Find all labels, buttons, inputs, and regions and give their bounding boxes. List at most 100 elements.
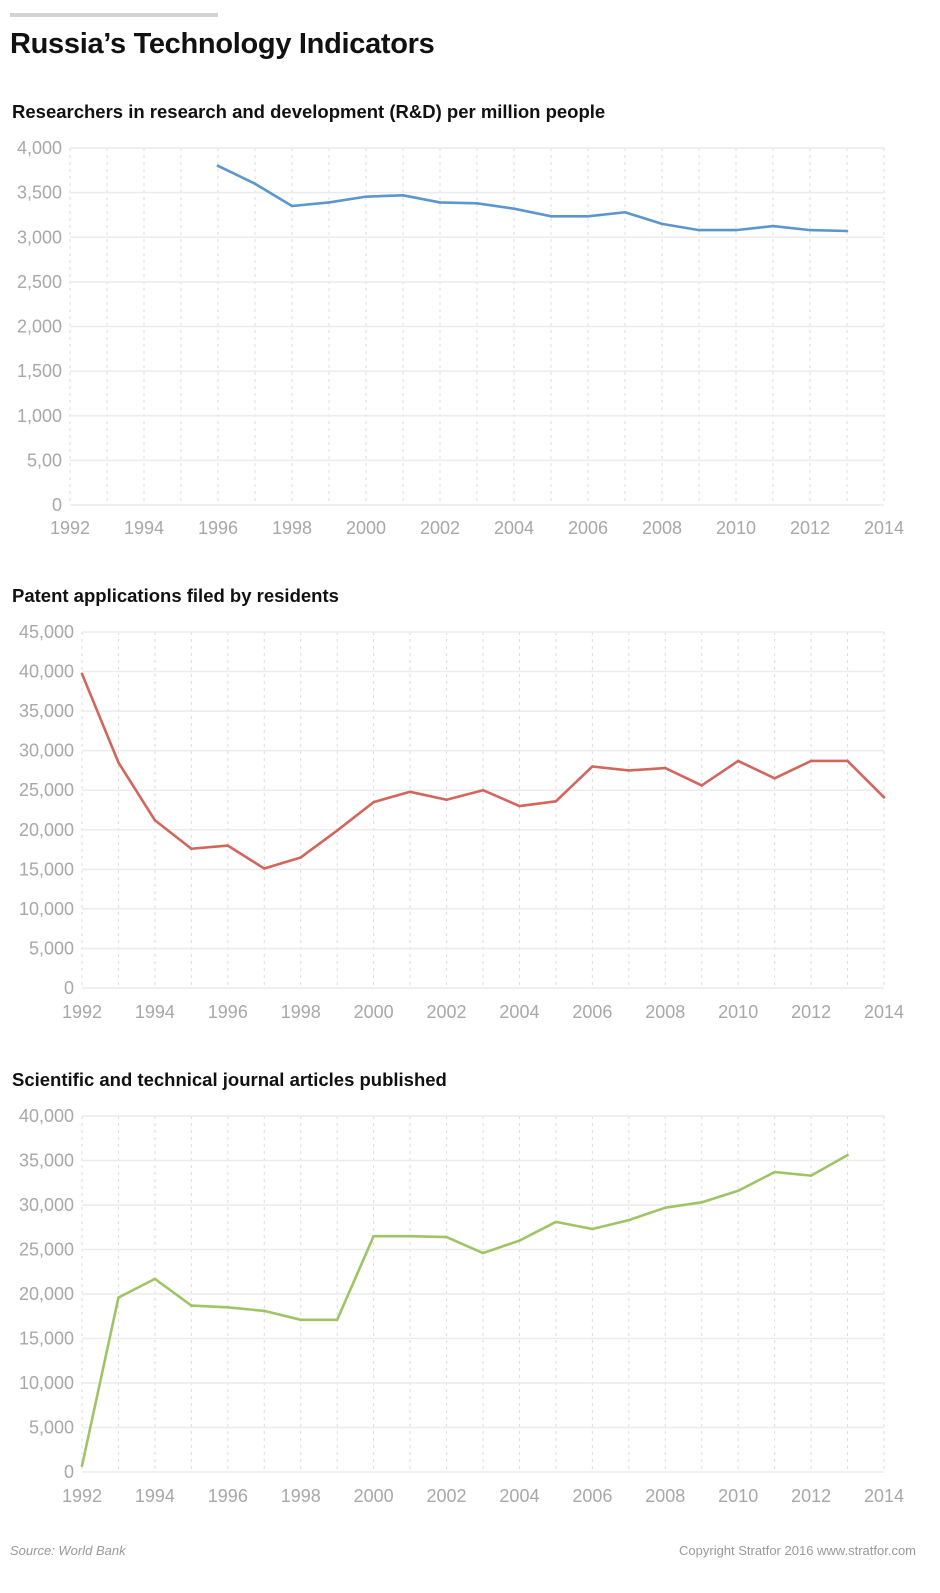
data-point (253, 182, 257, 185)
data-point (809, 759, 813, 763)
y-tick-label: 2,000 (17, 317, 62, 337)
y-tick-label: 20,000 (19, 820, 74, 840)
y-tick-label: 10,000 (19, 899, 74, 919)
y-tick-label: 30,000 (19, 1195, 74, 1215)
data-point (512, 207, 516, 210)
chart-3-title: Scientific and technical journal article… (12, 1069, 447, 1090)
x-tick-label: 1998 (281, 1002, 321, 1022)
data-point (262, 867, 266, 870)
y-tick-label: 1,000 (17, 406, 62, 426)
data-point (299, 856, 303, 859)
data-point (846, 759, 849, 763)
series-line (217, 164, 848, 233)
data-point (518, 804, 521, 808)
data-point (226, 844, 230, 847)
y-tick-label: 15,000 (19, 1329, 74, 1349)
data-point (80, 672, 84, 676)
data-point (117, 761, 120, 764)
x-tick-label: 2000 (354, 1486, 394, 1506)
y-tick-label: 25,000 (19, 780, 74, 800)
data-point (736, 759, 740, 763)
data-point (846, 1153, 849, 1157)
x-tick-label: 2008 (642, 518, 682, 538)
chart-2-title: Patent applications filed by residents (12, 585, 339, 606)
page-title: Russia’s Technology Indicators (10, 28, 435, 60)
data-point (445, 798, 448, 802)
data-point (153, 818, 157, 822)
y-tick-label: 3,500 (17, 183, 62, 203)
data-point (216, 164, 220, 168)
x-tick-label: 2012 (791, 1486, 831, 1506)
data-point (591, 765, 594, 768)
x-tick-label: 2006 (572, 1486, 612, 1506)
data-point (549, 214, 553, 218)
data-point (327, 201, 331, 204)
data-point (586, 214, 590, 218)
data-point (401, 194, 405, 197)
data-point (262, 1309, 266, 1313)
y-tick-label: 35,000 (19, 701, 74, 721)
x-tick-label: 2006 (572, 1002, 612, 1022)
y-tick-label: 5,000 (29, 938, 74, 958)
x-tick-label: 2010 (718, 1002, 758, 1022)
x-tick-label: 2004 (494, 518, 534, 538)
data-point (408, 790, 412, 794)
data-point (364, 195, 368, 198)
data-point (299, 1318, 303, 1322)
x-tick-label: 2012 (791, 1002, 831, 1022)
x-tick-label: 2002 (427, 1486, 467, 1506)
data-point (627, 769, 631, 772)
data-point (700, 1201, 704, 1204)
y-tick-label: 5,00 (27, 450, 62, 470)
x-tick-label: 2010 (716, 518, 756, 538)
data-point (773, 777, 776, 780)
data-point (882, 796, 886, 799)
y-tick-label: 15,000 (19, 859, 74, 879)
x-tick-label: 2012 (790, 518, 830, 538)
data-point (700, 784, 704, 787)
data-point (117, 1296, 120, 1299)
x-tick-label: 2008 (645, 1002, 685, 1022)
copyright-note: Copyright Stratfor 2016 www.stratfor.com (679, 1543, 916, 1558)
x-tick-label: 1996 (198, 518, 238, 538)
data-point (190, 847, 193, 851)
data-point (190, 1304, 193, 1307)
x-tick-label: 1992 (62, 1002, 102, 1022)
y-tick-label: 2,500 (17, 272, 62, 292)
data-point (808, 228, 812, 232)
x-tick-label: 1998 (272, 518, 312, 538)
x-tick-label: 1996 (208, 1486, 248, 1506)
data-point (226, 1306, 230, 1309)
patents-chart: 0 5,000 10,000 15,000 20,000 25,000 30,000 35,0… (19, 622, 904, 1022)
x-tick-label: 2010 (718, 1486, 758, 1506)
x-tick-label: 2006 (568, 518, 608, 538)
data-point (335, 829, 339, 832)
y-tick-label: 40,000 (19, 1106, 74, 1126)
data-point (591, 1227, 594, 1231)
x-tick-label: 1994 (135, 1002, 175, 1022)
data-point (734, 228, 738, 232)
data-point (518, 1239, 521, 1242)
data-point (475, 202, 479, 205)
x-tick-label: 2014 (864, 1002, 904, 1022)
data-point (80, 1464, 84, 1468)
y-tick-label: 40,000 (19, 662, 74, 682)
x-tick-label: 1992 (62, 1486, 102, 1506)
data-point (481, 1251, 485, 1255)
data-point (773, 1170, 776, 1174)
x-tick-label: 2000 (354, 1002, 394, 1022)
data-point (623, 210, 627, 214)
x-tick-label: 1996 (208, 1002, 248, 1022)
data-point (481, 788, 485, 792)
data-point (771, 224, 775, 228)
data-point (290, 204, 294, 208)
data-point (153, 1277, 157, 1281)
y-tick-label: 0 (64, 1462, 74, 1482)
data-point (627, 1218, 631, 1222)
x-tick-label: 2002 (427, 1002, 467, 1022)
y-tick-label: 0 (52, 495, 62, 515)
y-tick-label: 4,000 (17, 138, 62, 158)
x-tick-label: 2014 (864, 518, 904, 538)
x-tick-label: 1998 (281, 1486, 321, 1506)
data-point (809, 1174, 813, 1177)
